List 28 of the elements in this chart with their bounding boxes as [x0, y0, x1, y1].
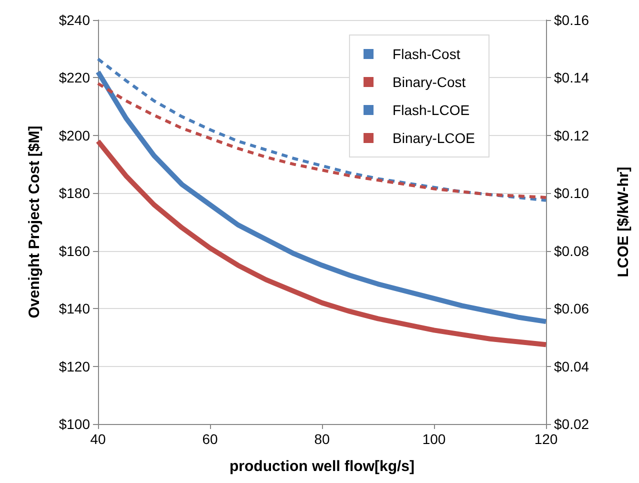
y2-tick-label: $0.16 — [554, 12, 590, 28]
y-tick-label: $160 — [58, 242, 90, 259]
y2-axis-title: LCOE [$/kW-hr] — [615, 166, 632, 278]
legend-label: Flash-Cost — [392, 46, 460, 62]
y-tick-label: $120 — [58, 358, 90, 374]
y2-tick-label: $0.10 — [554, 185, 590, 202]
y-tick-label: $240 — [58, 12, 90, 28]
y-axis-title: Ovenight Project Cost [$M] — [26, 126, 43, 318]
y2-tick-label: $0.04 — [554, 358, 590, 374]
y2-tick-label: $0.12 — [554, 127, 590, 144]
x-tick-label: 60 — [202, 431, 218, 447]
x-axis-title: production well flow[kg/s] — [230, 458, 414, 475]
y2-tick-label: $0.14 — [554, 70, 590, 86]
legend-label: Binary-Cost — [392, 74, 466, 90]
y-tick-label: $180 — [58, 185, 90, 202]
y2-tick-label: $0.02 — [554, 416, 590, 432]
x-tick-label: 80 — [314, 431, 330, 447]
x-tick-label: 120 — [534, 431, 558, 447]
legend-label: Binary-LCOE — [392, 130, 475, 146]
x-tick-label: 100 — [422, 431, 446, 447]
legend-label: Flash-LCOE — [392, 102, 470, 118]
y-tick-label: $200 — [58, 127, 90, 144]
y-tick-label: $140 — [58, 300, 90, 317]
y-tick-label: $100 — [58, 416, 90, 432]
y2-tick-label: $0.08 — [554, 242, 590, 259]
y-tick-label: $220 — [58, 70, 90, 86]
y2-tick-label: $0.06 — [554, 300, 590, 317]
x-tick-label: 40 — [90, 431, 106, 447]
